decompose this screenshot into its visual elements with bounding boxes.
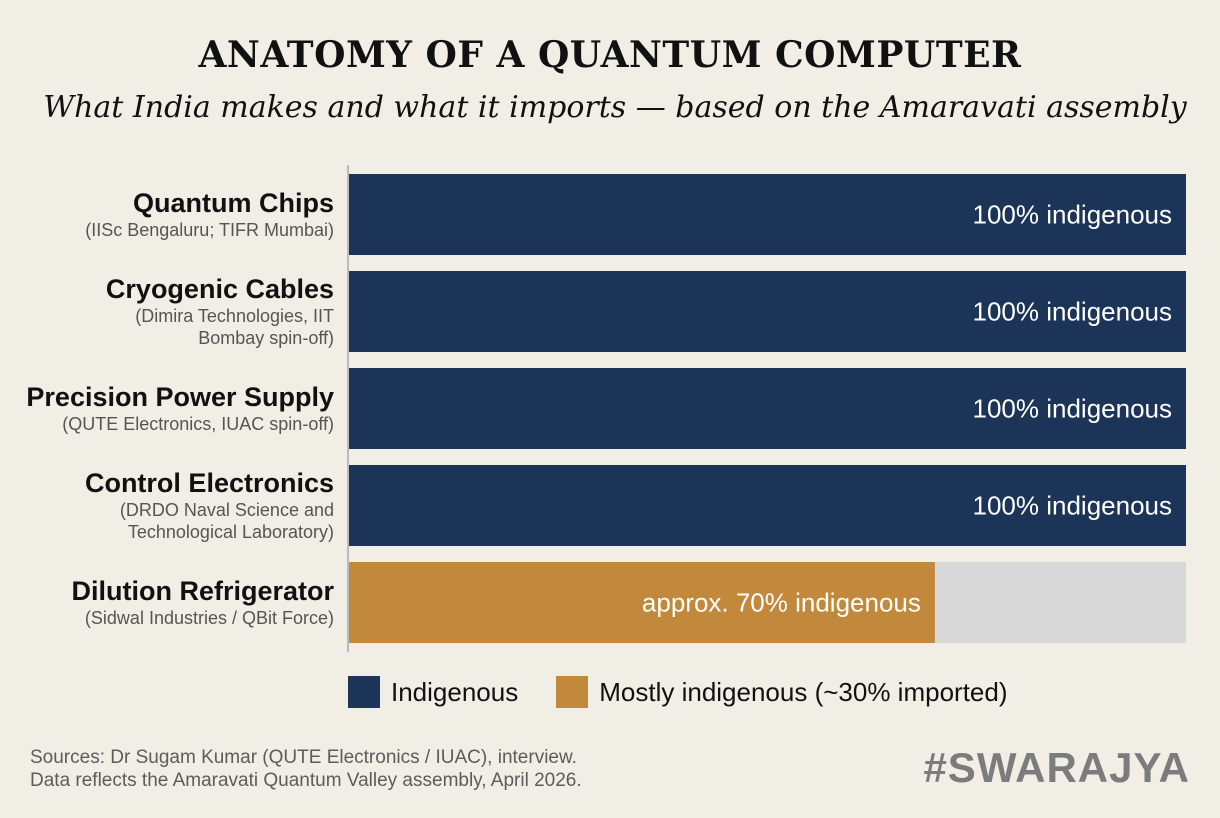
bar-data-label: 100% indigenous [973,394,1173,424]
legend-swatch-mostly-indigenous [556,676,589,708]
brand-logo: #SWARAJYA [923,744,1190,791]
legend: Indigenous Mostly indigenous (~30% impor… [348,676,1046,708]
legend-item-indigenous: Indigenous [348,676,518,708]
sources-line: Sources: Dr Sugam Kumar (QUTE Electronic… [30,747,577,768]
bar-data-label: 100% indigenous [973,491,1173,521]
category-source-label: (Sidwal Industries / QBit Force) [85,608,334,628]
category-source-label: (DRDO Naval Science and [120,500,334,520]
category-label: Precision Power Supply [26,382,334,412]
legend-label-mostly-indigenous: Mostly indigenous (~30% imported) [599,676,1008,707]
sources-line: Data reflects the Amaravati Quantum Vall… [30,770,582,791]
bar [349,368,1186,449]
category-source-label: Bombay spin-off) [198,328,334,348]
category-source-label: Technological Laboratory) [128,522,334,542]
category-source-label: (QUTE Electronics, IUAC spin-off) [62,414,334,434]
bar-data-label: 100% indigenous [973,200,1173,230]
bar-data-label: approx. 70% indigenous [642,588,921,618]
category-label: Control Electronics [85,468,334,498]
category-label: Quantum Chips [133,188,334,218]
legend-label-indigenous: Indigenous [391,676,519,707]
category-source-label: (Dimira Technologies, IIT [135,306,334,326]
bar [349,271,1186,352]
category-source-label: (IISc Bengaluru; TIFR Mumbai) [85,220,334,240]
category-label: Cryogenic Cables [106,274,334,304]
legend-swatch-indigenous [348,676,380,708]
bar [349,562,935,643]
sources-note: Sources: Dr Sugam Kumar (QUTE Electronic… [30,746,582,792]
bar [349,465,1186,546]
bar-data-label: 100% indigenous [973,297,1173,327]
chart-subtitle: What India makes and what it imports — b… [43,90,1187,125]
chart-title: ANATOMY OF A QUANTUM COMPUTER [198,34,1022,76]
category-label: Dilution Refrigerator [71,576,334,606]
legend-item-mostly-indigenous: Mostly indigenous (~30% imported) [556,676,1008,708]
bar [349,174,1186,255]
